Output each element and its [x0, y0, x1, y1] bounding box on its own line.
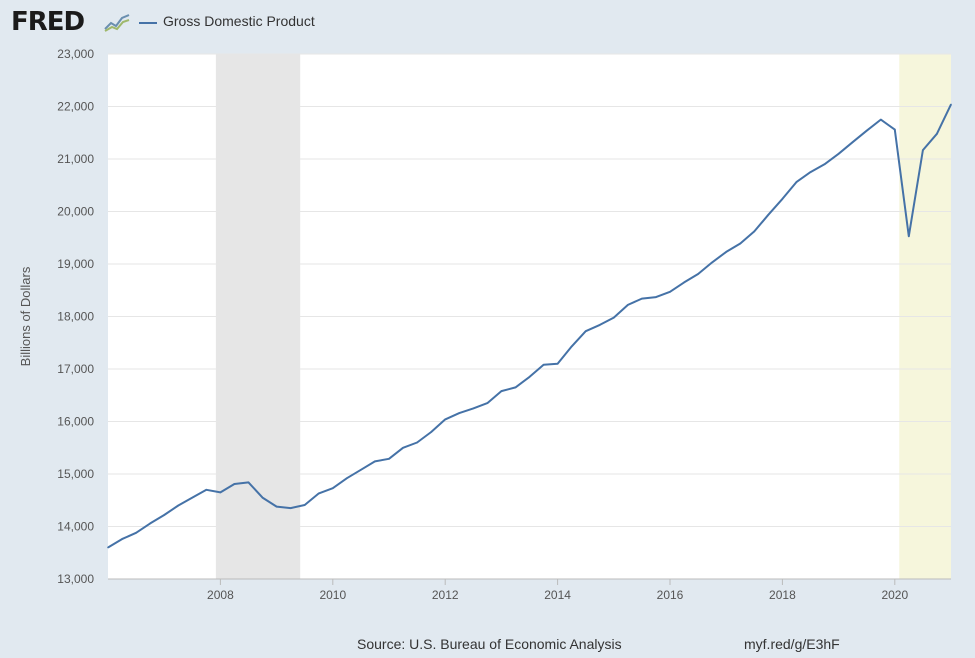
data-point — [303, 504, 306, 506]
data-point — [711, 261, 713, 264]
data-point — [514, 386, 517, 389]
data-point — [865, 129, 868, 132]
y-tick-label: 13,000 — [57, 572, 94, 586]
data-point — [346, 477, 348, 480]
source-citation: Source: U.S. Bureau of Economic Analysis — [357, 636, 622, 652]
data-point — [697, 273, 699, 275]
data-point — [922, 149, 924, 151]
data-point — [388, 457, 390, 460]
data-point — [725, 251, 727, 253]
data-point — [374, 460, 376, 463]
data-point — [641, 297, 643, 300]
data-points — [107, 103, 952, 549]
x-tick-label: 2016 — [657, 588, 684, 602]
data-point — [149, 522, 151, 525]
data-point — [458, 412, 461, 414]
legend-line-swatch — [139, 22, 157, 24]
y-tick-label: 17,000 — [57, 362, 94, 376]
data-point — [879, 118, 882, 121]
data-point — [486, 402, 489, 404]
data-point — [233, 483, 236, 485]
data-point — [669, 291, 671, 293]
data-point — [444, 418, 447, 421]
data-point — [851, 141, 854, 143]
data-point — [627, 304, 629, 306]
data-point — [135, 532, 137, 534]
data-point — [177, 504, 180, 507]
data-point — [837, 152, 840, 155]
short-link[interactable]: myf.red/g/E3hF — [744, 636, 840, 652]
y-tick-label: 20,000 — [57, 205, 94, 219]
x-tick-label: 2010 — [319, 588, 346, 602]
y-tick-label: 19,000 — [57, 257, 94, 271]
y-tick-label: 22,000 — [57, 100, 94, 114]
data-point — [107, 546, 109, 549]
fred-chart-logo-icon — [104, 12, 130, 32]
y-axis-tick-labels: 13,000 14,000 15,000 16,000 17,000 18,000 19,0… — [57, 47, 94, 586]
data-point — [936, 133, 938, 135]
y-tick-label: 23,000 — [57, 47, 94, 61]
data-point — [261, 496, 264, 499]
data-point — [767, 213, 770, 216]
data-point — [360, 469, 362, 471]
x-tick-label: 2014 — [544, 588, 571, 602]
data-point — [275, 505, 278, 508]
y-tick-label: 14,000 — [57, 520, 94, 534]
data-point — [402, 446, 404, 449]
y-axis-label: Billions of Dollars — [18, 266, 33, 366]
data-point — [332, 487, 334, 489]
data-point — [205, 488, 208, 491]
data-point — [795, 181, 798, 183]
data-point — [683, 281, 685, 284]
data-point — [219, 491, 222, 494]
data-point — [289, 507, 292, 509]
data-point — [908, 235, 910, 237]
data-point — [584, 330, 587, 333]
data-point — [430, 431, 432, 433]
chart-header: FRED Gross Domestic Product — [0, 0, 975, 46]
fred-logo[interactable]: FRED — [11, 7, 85, 37]
data-point — [247, 481, 250, 484]
y-tick-label: 18,000 — [57, 310, 94, 324]
data-point — [598, 324, 601, 326]
x-axis-ticks: 2008 2010 2012 2014 2016 2018 2020 — [108, 578, 951, 602]
data-point — [528, 376, 531, 378]
data-point — [163, 514, 165, 516]
data-point — [950, 103, 952, 106]
data-point — [781, 198, 784, 200]
x-tick-label: 2008 — [207, 588, 234, 602]
legend-label: Gross Domestic Product — [163, 13, 315, 29]
x-tick-label: 2012 — [432, 588, 459, 602]
data-point — [542, 364, 545, 366]
data-point — [556, 362, 559, 365]
data-point — [613, 316, 615, 319]
x-tick-label: 2020 — [881, 588, 908, 602]
data-point — [416, 441, 418, 444]
data-point — [894, 128, 896, 131]
data-point — [570, 345, 573, 348]
x-tick-label: 2018 — [769, 588, 796, 602]
y-tick-label: 21,000 — [57, 152, 94, 166]
data-point — [753, 230, 756, 233]
data-point — [809, 171, 812, 173]
data-point — [500, 390, 503, 392]
data-point — [191, 496, 194, 499]
data-point — [655, 296, 657, 298]
y-tick-label: 15,000 — [57, 467, 94, 481]
data-point — [121, 538, 123, 540]
data-point — [317, 492, 320, 495]
y-tick-label: 16,000 — [57, 415, 94, 429]
data-point — [472, 407, 475, 410]
gdp-line-chart: 13,000 14,000 15,000 16,000 17,000 18,000 19,0… — [18, 47, 952, 602]
data-point — [823, 163, 826, 166]
data-point — [739, 242, 742, 245]
